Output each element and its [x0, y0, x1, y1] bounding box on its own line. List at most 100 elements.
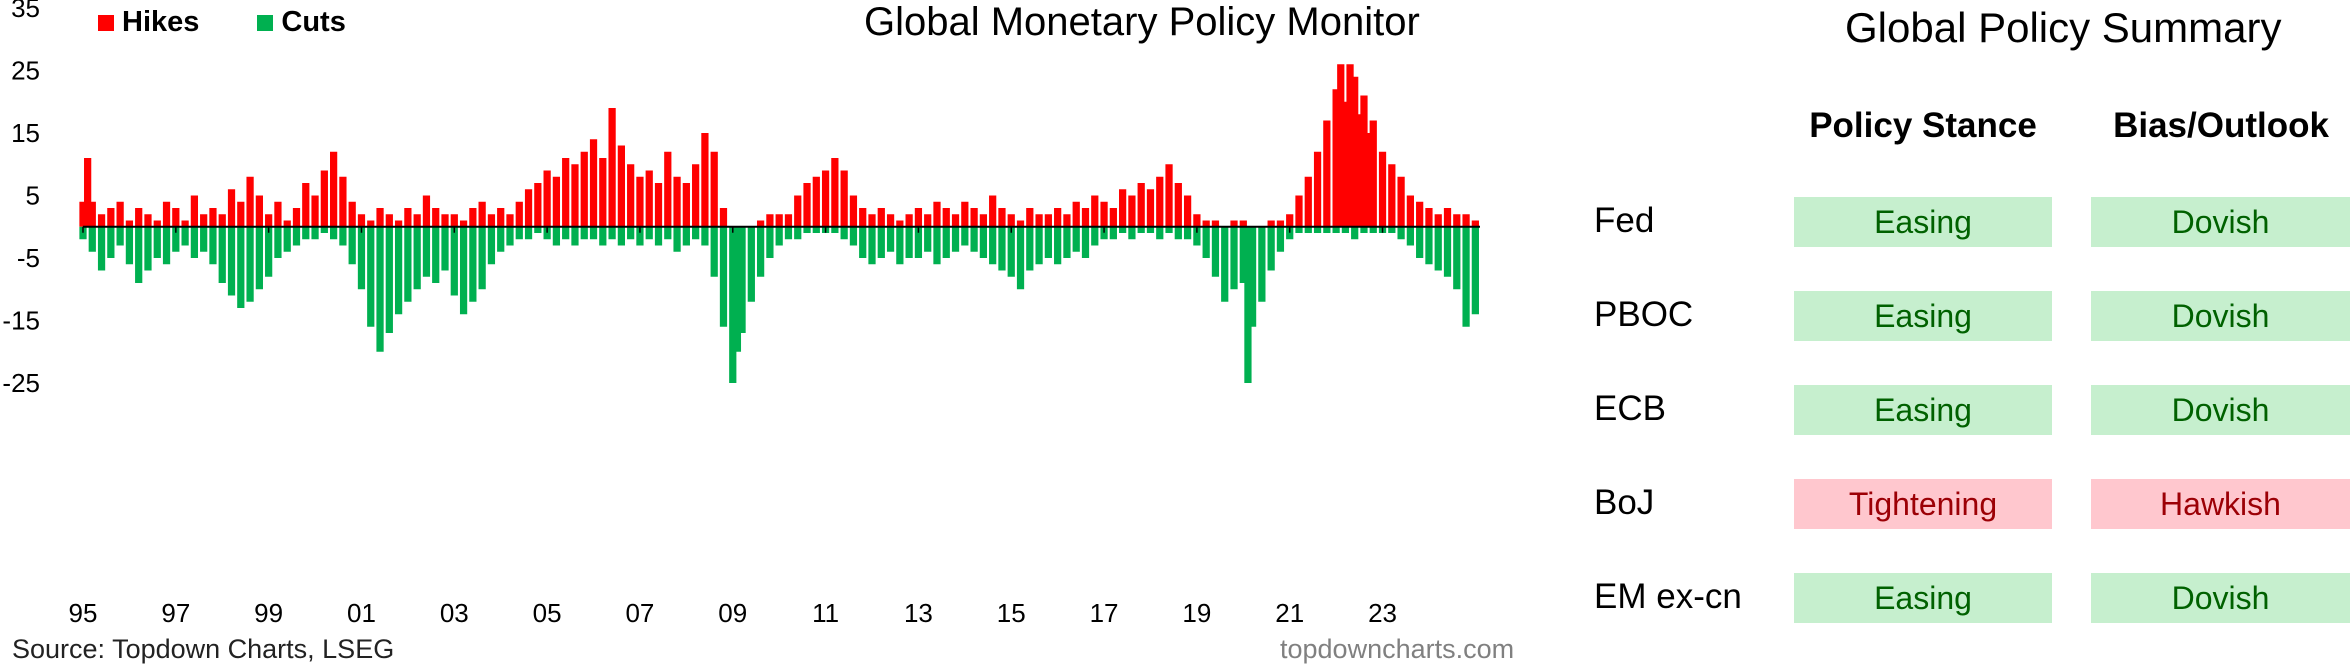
cuts-series	[79, 226, 1479, 383]
hikes-bar	[320, 170, 328, 227]
hikes-bar	[116, 201, 124, 227]
hikes-bar	[237, 201, 245, 227]
cuts-bar	[432, 226, 440, 283]
hikes-bar	[1128, 195, 1136, 227]
cuts-bar	[497, 226, 505, 252]
cuts-bar	[1248, 226, 1257, 327]
cuts-bar	[1244, 226, 1252, 383]
cuts-bar	[1109, 226, 1117, 240]
hikes-bar	[450, 214, 458, 227]
cuts-bar	[1026, 226, 1034, 271]
hikes-bar	[274, 201, 282, 227]
cuts-bar	[1007, 226, 1015, 277]
cuts-bar	[385, 226, 393, 333]
cuts-bar	[330, 226, 338, 240]
cuts-bar	[729, 226, 737, 383]
cuts-bar	[673, 226, 681, 252]
cuts-bar	[357, 226, 366, 290]
y-tick-label: 35	[11, 0, 40, 23]
hikes-bar	[933, 201, 941, 227]
cuts-bar	[404, 226, 412, 302]
cuts-bar	[413, 226, 421, 290]
cuts-bar	[1137, 226, 1145, 233]
cuts-bar	[998, 226, 1006, 271]
hikes-bar	[1388, 164, 1396, 227]
hikes-bar	[135, 208, 143, 227]
cuts-bar	[896, 226, 904, 265]
cuts-bar	[1230, 226, 1238, 290]
hikes-bar	[562, 158, 570, 227]
hikes-bar	[608, 108, 616, 227]
legend-swatch-hikes	[98, 14, 114, 31]
cuts-bar	[1425, 226, 1433, 265]
hikes-bar	[868, 214, 876, 227]
cuts-bar	[1453, 226, 1461, 290]
hikes-bar	[970, 208, 978, 227]
hikes-bar	[627, 164, 635, 227]
bias-cell: Dovish	[2091, 385, 2350, 435]
hikes-bar	[1416, 201, 1424, 227]
hikes-bar	[1100, 201, 1108, 227]
cuts-bar	[1351, 226, 1359, 240]
col-header-policy-stance: Policy Stance	[1809, 106, 2037, 145]
cuts-bar	[1119, 226, 1127, 233]
cuts-bar	[775, 226, 783, 246]
hikes-bar	[1072, 201, 1080, 227]
hikes-bar	[376, 208, 384, 227]
hikes-bar	[1156, 176, 1164, 227]
hikes-bar	[840, 170, 848, 227]
cuts-bar	[1081, 226, 1090, 258]
cuts-bar	[719, 226, 728, 327]
hikes-bar	[1174, 183, 1182, 227]
hikes-bar	[153, 220, 161, 227]
cuts-bar	[552, 226, 561, 246]
hikes-bar	[998, 208, 1006, 227]
cuts-bar	[1146, 226, 1155, 233]
hikes-bar	[1313, 151, 1322, 227]
hikes-bar	[775, 214, 783, 227]
cuts-bar	[88, 226, 96, 252]
y-tick-label: -15	[2, 306, 40, 336]
cuts-bar	[701, 226, 709, 246]
hikes-bar	[255, 195, 263, 227]
cuts-bar	[422, 226, 431, 277]
chart-title: Global Monetary Policy Monitor	[864, 0, 1420, 44]
x-axis-ticks: 95 97 99 01 03 05 07 09 11 13 15 17 19 21 23	[69, 226, 1397, 628]
hikes-bar	[821, 170, 830, 227]
hikes-bar	[302, 183, 310, 227]
y-tick-label: 25	[11, 56, 40, 86]
source-note: Source: Topdown Charts, LSEG	[12, 634, 395, 664]
x-tick-label: 05	[533, 598, 562, 628]
y-axis-ticks: 35 25 15 5 -5 -15 -25	[2, 0, 40, 398]
cuts-bar	[107, 226, 115, 258]
hikes-bar	[794, 195, 802, 227]
cuts-bar	[738, 226, 746, 333]
hikes-bar	[1434, 214, 1442, 227]
cuts-bar	[1128, 226, 1136, 240]
cuts-bar	[348, 226, 356, 265]
stance-cell: Tightening	[1794, 479, 2052, 529]
hikes-bar	[1193, 214, 1201, 227]
cuts-bar	[487, 226, 496, 265]
y-tick-label: 5	[26, 181, 40, 211]
x-tick-label: 03	[440, 598, 469, 628]
hikes-bar	[209, 208, 217, 227]
cuts-bar	[1202, 226, 1210, 258]
hikes-bar	[1044, 214, 1052, 227]
y-tick-label: -25	[2, 368, 40, 398]
hikes-bar	[664, 151, 672, 227]
cuts-bar	[97, 226, 106, 271]
y-tick-label: -5	[17, 243, 40, 273]
cuts-bar	[1295, 226, 1303, 233]
cuts-bar	[1406, 226, 1414, 246]
cuts-bar	[1183, 226, 1192, 240]
hikes-bar	[1364, 133, 1373, 227]
hikes-bar	[1109, 208, 1117, 227]
cuts-bar	[144, 226, 152, 271]
cuts-bar	[1072, 226, 1080, 252]
hikes-bar	[896, 220, 904, 227]
hikes-bar	[1267, 220, 1275, 227]
hikes-bar	[1323, 120, 1331, 227]
row-label: BoJ	[1594, 483, 1655, 522]
cuts-bar	[710, 226, 718, 277]
